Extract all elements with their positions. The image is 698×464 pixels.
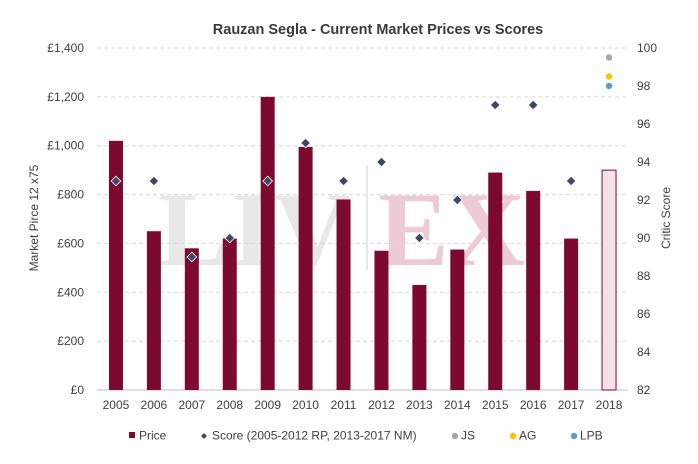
y-tick-label: £400 (57, 285, 84, 299)
y-tick-label: £1,000 (47, 139, 84, 153)
price-bar (146, 231, 161, 390)
legend: Price Score (2005-2012 RP, 2013-2017 NM) J… (129, 429, 603, 443)
lpb-score-marker (605, 82, 613, 90)
js-score-marker (605, 54, 613, 61)
price-bar (108, 140, 123, 390)
price-bar (412, 284, 427, 390)
legend-js-swatch (451, 432, 459, 440)
score-marker (300, 137, 311, 149)
y2-axis-title: Critic Score (659, 187, 673, 249)
y-tick-label: £200 (57, 334, 84, 348)
y2-tick-label: 96 (637, 117, 651, 131)
x-tick-label: 2008 (216, 398, 243, 412)
price-axis: £0 £200 £400 £600 £800 £1,000 £1,200 £1,400 (47, 41, 84, 397)
price-bar (184, 248, 199, 390)
y2-tick-label: 88 (637, 269, 651, 283)
y-tick-label: £600 (57, 236, 84, 250)
y-tick-label: £1,200 (47, 90, 84, 104)
price-bar (374, 250, 389, 390)
x-tick-label: 2009 (254, 398, 281, 412)
legend-price-label: Price (139, 429, 167, 443)
score-marker (338, 175, 349, 187)
y-tick-label: £1,400 (47, 41, 84, 55)
year-axis: 2005 2006 2007 2008 2009 2010 2011 2012 2013 2014… (103, 398, 623, 412)
x-tick-label: 2013 (406, 398, 433, 412)
y-tick-label: £0 (71, 383, 85, 397)
y2-tick-label: 92 (637, 193, 651, 207)
ag-score-marker (605, 73, 613, 80)
x-tick-label: 2014 (444, 398, 471, 412)
legend-score-swatch (201, 433, 207, 439)
price-bars (108, 96, 617, 391)
x-tick-label: 2010 (292, 398, 319, 412)
legend-price-swatch (129, 432, 135, 438)
y2-tick-label: 98 (637, 79, 651, 93)
score-marker (262, 175, 274, 187)
score-marker (148, 175, 160, 187)
x-tick-label: 2012 (368, 398, 395, 412)
price-bar (260, 96, 275, 390)
price-bar (222, 238, 237, 390)
x-tick-label: 2011 (331, 398, 357, 412)
price-bar (564, 238, 579, 390)
x-tick-label: 2007 (178, 398, 205, 412)
score-marker (110, 175, 122, 187)
score-marker (451, 194, 463, 206)
y2-tick-label: 94 (637, 155, 651, 169)
score-markers (110, 54, 613, 263)
legend-ag-swatch (509, 432, 517, 440)
x-tick-label: 2015 (482, 398, 509, 412)
y2-tick-label: 82 (637, 383, 651, 397)
x-tick-label: 2005 (103, 398, 130, 412)
score-marker (224, 232, 236, 244)
score-marker (527, 99, 539, 111)
y2-tick-label: 90 (637, 231, 651, 245)
price-bar (450, 249, 465, 390)
score-marker (489, 99, 501, 111)
score-marker (186, 251, 198, 263)
score-axis: 82 84 86 88 90 92 94 96 98 100 (637, 41, 657, 397)
score-marker (565, 175, 577, 187)
legend-js-label: JS (461, 429, 475, 443)
y2-tick-label: 86 (637, 307, 651, 321)
legend-ag-label: AG (519, 429, 536, 443)
legend-lpb-swatch (570, 432, 578, 440)
price-bar-estimate (601, 169, 617, 391)
chart-title: Rauzan Segla - Current Market Prices vs … (213, 22, 543, 38)
legend-score-label: Score (2005-2012 RP, 2013-2017 NM) (212, 429, 417, 443)
price-bar (488, 172, 503, 390)
price-bar (298, 146, 313, 390)
x-tick-label: 2017 (558, 398, 585, 412)
x-tick-label: 2006 (141, 398, 168, 412)
score-marker (376, 156, 387, 168)
y-tick-label: £800 (57, 188, 84, 202)
y2-tick-label: 100 (637, 41, 657, 55)
x-tick-label: 2018 (596, 398, 623, 412)
x-tick-label: 2016 (520, 398, 547, 412)
y2-tick-label: 84 (637, 345, 651, 359)
y-axis-title: Market Pirce 12 x75 (27, 164, 41, 271)
legend-lpb-label: LPB (580, 429, 603, 443)
score-marker (414, 232, 425, 244)
price-bar (336, 199, 351, 390)
price-bar (526, 190, 541, 390)
